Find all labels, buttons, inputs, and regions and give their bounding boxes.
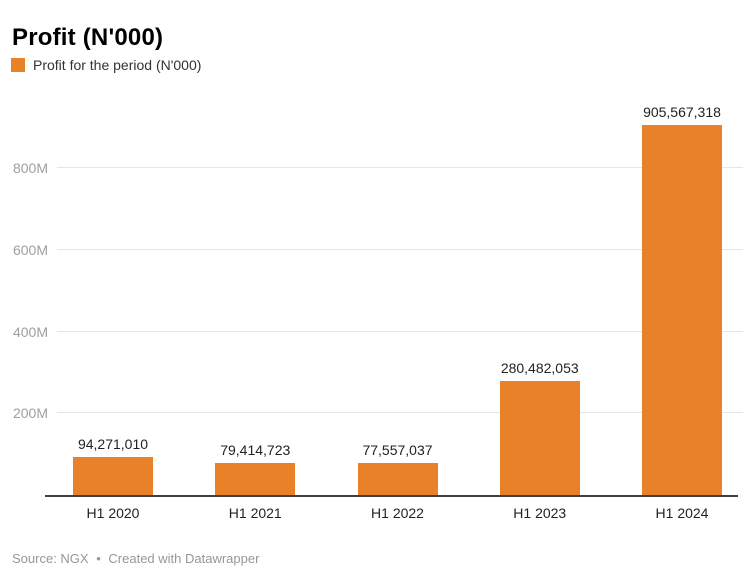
- plot-area: 94,271,010 79,414,723 77,557,037 280,482,05…: [0, 100, 751, 497]
- page-title: Profit (N'000): [12, 24, 164, 52]
- bar-h1-2023[interactable]: [499, 380, 580, 495]
- x-axis-label-h1-2024: H1 2024: [655, 505, 709, 521]
- x-axis-labels: H1 2020 H1 2021 H1 2022 H1 2023 H1 2024: [73, 505, 722, 521]
- bars-container: 94,271,010 79,414,723 77,557,037 280,482,05…: [73, 100, 722, 495]
- footer: Source: NGX • Created with Datawrapper: [12, 551, 263, 566]
- bar-value-label: 79,414,723: [220, 441, 291, 458]
- x-axis-label-h1-2023: H1 2023: [513, 505, 567, 521]
- bar-h1-2022[interactable]: [357, 463, 438, 495]
- bar-h1-2021[interactable]: [215, 462, 296, 495]
- x-axis-label-h1-2022: H1 2022: [371, 505, 424, 521]
- bar-group-h1-2021: 79,414,723: [215, 441, 296, 495]
- bar-group-h1-2024: 905,567,318: [642, 104, 722, 495]
- legend-label: Profit for the period (N'000): [33, 57, 202, 73]
- bar-value-label: 280,482,053: [500, 359, 579, 376]
- bar-group-h1-2020: 94,271,010: [73, 435, 153, 495]
- y-tick-label-200M: 200M: [12, 405, 48, 422]
- bar-h1-2020[interactable]: [73, 456, 153, 495]
- y-tick-label-800M: 800M: [12, 160, 48, 177]
- x-axis-line: [45, 495, 738, 497]
- y-tick-label-600M: 600M: [12, 242, 48, 259]
- gridline-400M: [57, 330, 743, 332]
- bar-value-label: 94,271,010: [77, 435, 149, 452]
- footer-separator: •: [96, 551, 101, 566]
- legend-swatch-icon: [11, 58, 25, 72]
- bar-group-h1-2023: 280,482,053: [499, 359, 580, 495]
- x-axis-label-h1-2021: H1 2021: [228, 505, 282, 521]
- legend: Profit for the period (N'000): [11, 57, 201, 73]
- source-text: Source: NGX: [12, 551, 89, 566]
- bar-value-label: 77,557,037: [362, 442, 433, 459]
- gridline-800M: [57, 167, 743, 169]
- bar-value-label: 905,567,318: [643, 104, 721, 121]
- gridline-600M: [57, 249, 743, 251]
- x-axis-label-h1-2020: H1 2020: [86, 505, 140, 521]
- y-tick-label-400M: 400M: [12, 323, 48, 340]
- bar-h1-2024[interactable]: [642, 125, 722, 495]
- datawrapper-credit-link[interactable]: Created with Datawrapper: [108, 551, 260, 566]
- bar-group-h1-2022: 77,557,037: [357, 442, 438, 495]
- gridline-200M: [57, 412, 743, 414]
